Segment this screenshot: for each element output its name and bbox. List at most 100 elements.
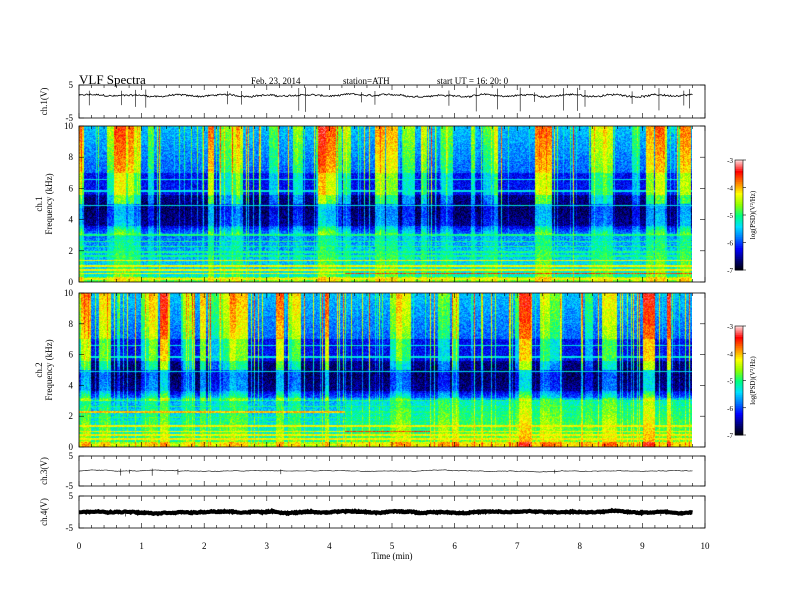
ch1-spectrogram-ytick-label: 8 [69,152,74,162]
colorbar-segment [735,378,743,381]
x-tick-label: 1 [139,541,144,551]
x-tick-label: 9 [640,541,645,551]
ch2-spectrogram-panel: 0 2 4 6 8 10 ch.2 Frequency (kHz) [34,288,706,452]
colorbar-tick-label: -5 [727,378,733,386]
colorbar-segment [735,405,743,409]
colorbar-segment [735,331,743,334]
colorbar-segment [735,169,743,172]
colorbar-segment [735,171,743,174]
colorbar-tick-label: -6 [727,240,733,248]
time-axis: 0 1 2 3 4 5 6 7 8 9 10 Time (min) [77,541,710,561]
colorbar-segment [735,165,743,168]
colorbar-segment [735,237,743,240]
colorbar-segment [735,400,743,403]
colorbar-segment [735,420,743,423]
colorbar-segment [735,389,743,392]
colorbar-segment [735,220,743,223]
ch3-voltage-ytick-label: 5 [69,451,74,461]
colorbar-segment [735,268,743,271]
colorbar-segment [735,233,743,236]
colorbar-segment [735,422,743,425]
ch1-voltage-panel: 5 -5 ch.1(V) [39,80,706,123]
colorbar-label: log(PSD)(V²/Hz) [749,356,757,405]
colorbar-segment [735,189,743,192]
ch3-voltage-panel: 5 -5 ch.3(V) [39,451,706,491]
colorbar-tick-label: -4 [727,185,733,193]
colorbar-segment [735,204,743,207]
colorbar-segment [735,396,743,400]
colorbar-segment [735,259,743,262]
colorbar-segment [735,216,743,220]
colorbar-segment [735,387,743,391]
colorbar-tick-label: -7 [727,432,733,440]
colorbar-segment [735,369,743,372]
station-label: station=ATH [343,76,390,86]
colorbar-tick-label: -5 [727,212,733,220]
colorbar-segment [735,340,743,343]
x-tick-label: 7 [515,541,520,551]
colorbar-segment [735,182,743,185]
colorbar-segment [735,180,743,183]
colorbar-segment [735,338,743,342]
colorbar-segment [735,244,743,247]
colorbar-segment [735,371,743,374]
colorbar-segment [735,336,743,340]
colorbar-label: log(PSD)(V²/Hz) [749,190,757,239]
x-tick-label: 8 [578,541,583,551]
colorbar-segment [735,345,743,349]
colorbar-segment [735,253,743,256]
colorbar-segment [735,183,743,187]
colorbar-segment [735,425,743,429]
ch4-voltage-ylabel: ch.4(V) [39,498,49,526]
ch3-voltage-ytick-label: -5 [66,481,74,491]
colorbar-segment [735,385,743,389]
ch2-spectrogram-ytick-label: 4 [69,380,74,390]
ch1-spectrogram-ytick-label: 2 [69,246,74,256]
colorbar-segment [735,207,743,210]
colorbar-segment [735,202,743,205]
colorbar-segment [735,382,743,385]
ch3-voltage-ylabel: ch.3(V) [39,457,49,485]
colorbar-segment [735,393,743,396]
date-label: Feb. 23, 2014 [251,76,301,86]
colorbar-segment [735,246,743,249]
start-time-label: start UT = 16: 20: 0 [437,76,509,86]
colorbar-segment [735,248,743,251]
x-tick-label: 2 [202,541,207,551]
colorbar-tick-label: -6 [727,405,733,413]
colorbar-segment [735,191,743,194]
colorbar-segment [735,355,743,358]
colorbar-segment [735,375,743,378]
ch1-spectrogram-panel: 0 2 4 6 8 10 ch.1 Frequency (kHz) [34,121,706,287]
colorbar-segment [735,326,743,329]
ch1-voltage-ytick-label: 5 [69,80,74,90]
ch1-spectrogram-ytick-label: 0 [69,277,74,287]
ch2-spectrogram-ytick-label: 2 [69,411,74,421]
colorbar-segment [735,411,743,414]
colorbar-segment [735,429,743,432]
colorbar-segment [735,431,743,434]
ch2-spectrogram-ytick-label: 8 [69,319,74,329]
ch1-voltage-series-line [78,92,693,99]
ch4-voltage-ytick-label: -5 [66,523,74,533]
colorbar-segment [735,356,743,360]
ch4-voltage-ytick-label: 5 [69,491,74,501]
colorbar-segment [735,333,743,336]
colorbar-segment [735,213,743,216]
colorbar-segment [735,187,743,190]
colorbar-segment [735,347,743,351]
colorbar-segment [735,424,743,427]
x-tick-label: 3 [265,541,270,551]
colorbar-segment [735,367,743,371]
ch2-spectrogram-ylabel: ch.2 [34,362,44,377]
x-tick-label: 4 [327,541,332,551]
colorbar-segment [735,264,743,267]
colorbar-segment [735,407,743,411]
colorbar-segment [735,391,743,394]
x-tick-label: 6 [452,541,457,551]
colorbar-segment [735,209,743,212]
ch1-spectrogram-ytick-label: 6 [69,183,74,193]
colorbar-segment [735,215,743,218]
colorbar-segment [735,240,743,243]
ch2-spectrogram-heatmap-image [79,293,692,447]
